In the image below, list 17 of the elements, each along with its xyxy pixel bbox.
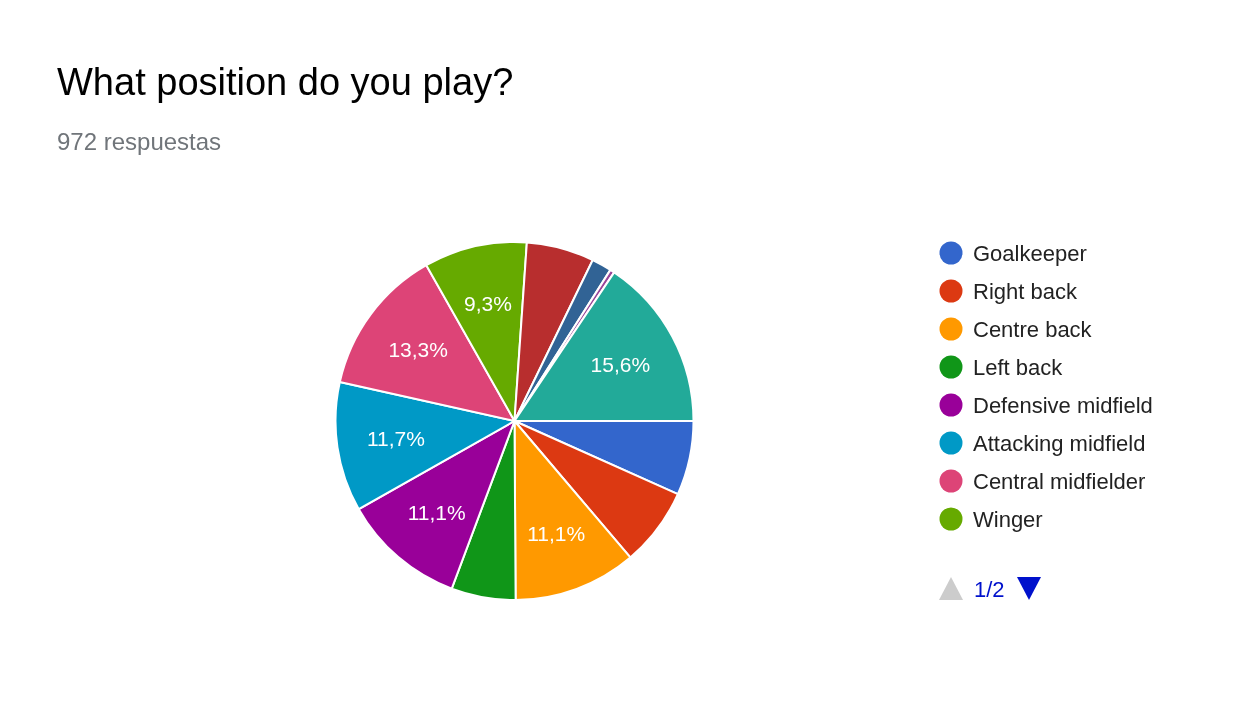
data-label: 13,3% [388, 337, 448, 361]
legend-label: Winger [973, 506, 1043, 532]
legend-label: Right back [973, 278, 1078, 304]
data-label: 9,3% [464, 292, 512, 316]
text: 972 respuestas [57, 128, 222, 155]
legend-label: Attacking midfield [973, 430, 1146, 456]
legend-label: Left back [973, 354, 1064, 380]
legend-label: Central midfielder [973, 468, 1146, 494]
legend-label: Centre back [973, 316, 1093, 342]
data-label: 15,6% [590, 352, 651, 376]
data-label: 11,7% [366, 426, 425, 450]
text: 1/2 [974, 576, 1005, 602]
data-label: 11,1% [527, 521, 586, 545]
legend-label: Defensive midfield [973, 392, 1153, 418]
chart-title: What position do you play? [57, 61, 514, 103]
legend-label: Goalkeeper [973, 240, 1087, 266]
data-label: 11,1% [407, 500, 466, 524]
